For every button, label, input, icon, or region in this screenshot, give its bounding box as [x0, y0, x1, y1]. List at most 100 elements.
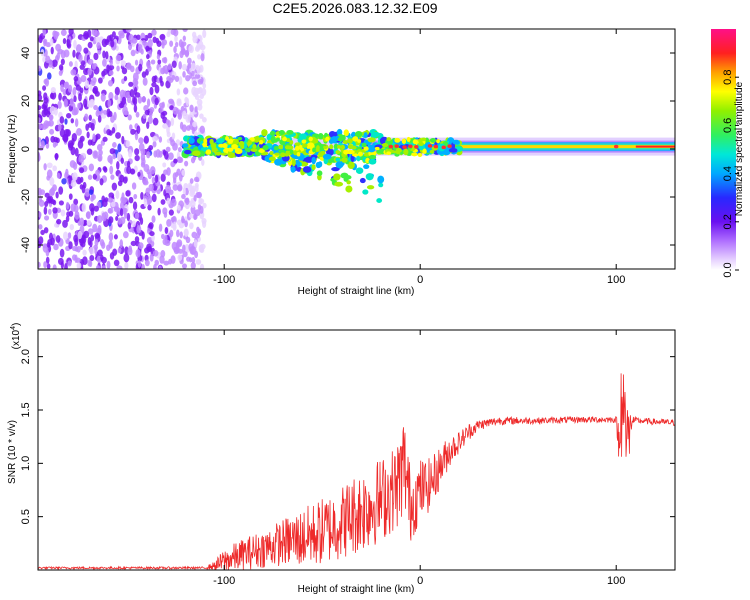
spectrogram-cell: [141, 157, 146, 166]
spectrogram-hotspot: [357, 151, 364, 157]
spectrogram-cell: [148, 222, 154, 230]
spectrogram-hotspot: [278, 149, 285, 154]
spectrogram-cell: [101, 241, 106, 249]
spectrogram-cell: [58, 200, 64, 206]
spectrogram-cell: [363, 164, 370, 170]
spectrogram-cell: [43, 206, 48, 215]
spectrogram-cell: [79, 167, 85, 174]
spectrogram-cell: [144, 109, 150, 116]
spectrogram-peak: [408, 144, 413, 149]
spectrogram-cell: [59, 248, 65, 258]
spectrogram-cell: [84, 79, 90, 89]
spectrogram-hotspot: [346, 138, 353, 144]
spectrogram-cell: [40, 140, 45, 149]
spectrogram-hotspot: [318, 151, 324, 158]
spectrogram-hotspot: [386, 151, 392, 156]
spectrogram-cell: [42, 29, 47, 37]
spectrogram-cell: [127, 222, 132, 230]
spectrogram-cell: [174, 41, 179, 48]
x-tick-label: 0: [417, 575, 423, 587]
spectrogram-cell: [185, 236, 191, 244]
spectrogram-hotspot: [323, 145, 328, 149]
spectrogram-cell: [378, 182, 384, 188]
spectrogram-cell: [57, 257, 64, 266]
colorbar-label: Normalized spectral amplitude: [734, 81, 745, 216]
spectrogram-cell: [123, 253, 130, 263]
spectrogram-cell: [354, 131, 363, 138]
colorbar-tick-label: 0.6: [722, 118, 734, 133]
spectrogram-cell: [110, 201, 116, 208]
spectrogram-cell: [151, 29, 157, 36]
spectrogram-cell: [52, 142, 57, 148]
spectrogram-cell: [115, 132, 121, 139]
spectrogram-hotspot: [233, 138, 239, 145]
spectrogram-cell: [84, 113, 89, 122]
spectrogram-cell: [111, 182, 118, 191]
spectrogram-hotspot: [312, 147, 316, 153]
spectrogram-cell: [110, 174, 115, 180]
spectrogram-cell: [106, 260, 111, 269]
spectrogram-cell: [38, 152, 41, 162]
spectrogram-cell: [96, 144, 103, 151]
spectrogram-cell: [77, 102, 82, 109]
spectrogram-cell: [176, 219, 182, 226]
spectrogram-cell: [182, 251, 188, 258]
spectrogram-cell: [157, 59, 162, 65]
spectrogram-cell: [60, 49, 66, 59]
spectrogram-cell: [79, 217, 85, 226]
spectrogram-cell: [59, 116, 65, 124]
figure-title: C2E5.2026.083.12.32.E09: [272, 0, 437, 16]
spectrogram-cell: [159, 75, 163, 83]
spectrogram-cell: [125, 140, 131, 148]
spectrogram-cell: [74, 246, 79, 252]
spectrogram-peak: [427, 144, 433, 148]
snr-yscale-exp: 4: [10, 326, 17, 330]
spectrogram-cell: [107, 99, 112, 108]
spectrogram-cell: [87, 41, 93, 49]
spectrogram-cell: [168, 152, 174, 161]
spectrogram-hotspot: [301, 139, 307, 144]
spectrogram-cell: [114, 86, 120, 96]
spectrogram-cell: [187, 63, 192, 69]
spectrogram-cell: [363, 132, 368, 139]
spectrogram-cell: [171, 74, 176, 81]
spectrogram-cell: [335, 157, 341, 162]
spectrogram-cell: [146, 243, 152, 252]
spectrogram-cell: [112, 248, 118, 256]
spectrogram-hotspot: [357, 139, 362, 143]
spectrogram-cell: [335, 161, 344, 169]
spectrogram-cell: [318, 132, 324, 140]
spectrogram-cell: [45, 55, 51, 64]
spectrogram-cell: [90, 98, 95, 107]
spectrogram-cell: [179, 50, 184, 59]
spectrogram-cell: [106, 64, 110, 74]
spectrogram-cell: [70, 69, 77, 76]
spectrogram-cell: [149, 111, 153, 118]
spectrogram-cell: [198, 244, 204, 253]
spectrogram-hotspot: [289, 149, 294, 155]
spectrogram-cell: [57, 100, 62, 109]
snr-background: [38, 330, 675, 570]
spectrogram-cell: [146, 98, 151, 108]
spectrogram-cell: [290, 166, 296, 173]
spectrogram-cell: [158, 265, 162, 269]
spectrogram-cell: [199, 198, 205, 204]
spectrogram-cell: [176, 99, 182, 107]
spectrogram-cell: [62, 219, 68, 228]
spectrogram-cell: [371, 131, 376, 139]
spectrogram-cell: [44, 215, 50, 221]
spectrogram-cell: [134, 212, 140, 220]
spectrogram-cell: [192, 150, 201, 157]
spectrogram-cell: [43, 92, 48, 101]
spectrogram-cell: [142, 77, 148, 86]
spectrogram-cell: [269, 130, 276, 136]
spectrogram-hotspot: [429, 138, 437, 143]
spectrogram-cell: [68, 175, 72, 185]
spectrogram-cell: [328, 130, 336, 138]
spectrogram-cell: [72, 172, 78, 181]
spectrogram-cell: [117, 143, 122, 153]
spectrogram-cell: [128, 81, 134, 87]
spectrogram-cell: [173, 29, 179, 37]
spectrogram-cell: [50, 87, 56, 94]
spectrogram-cell: [53, 107, 58, 116]
